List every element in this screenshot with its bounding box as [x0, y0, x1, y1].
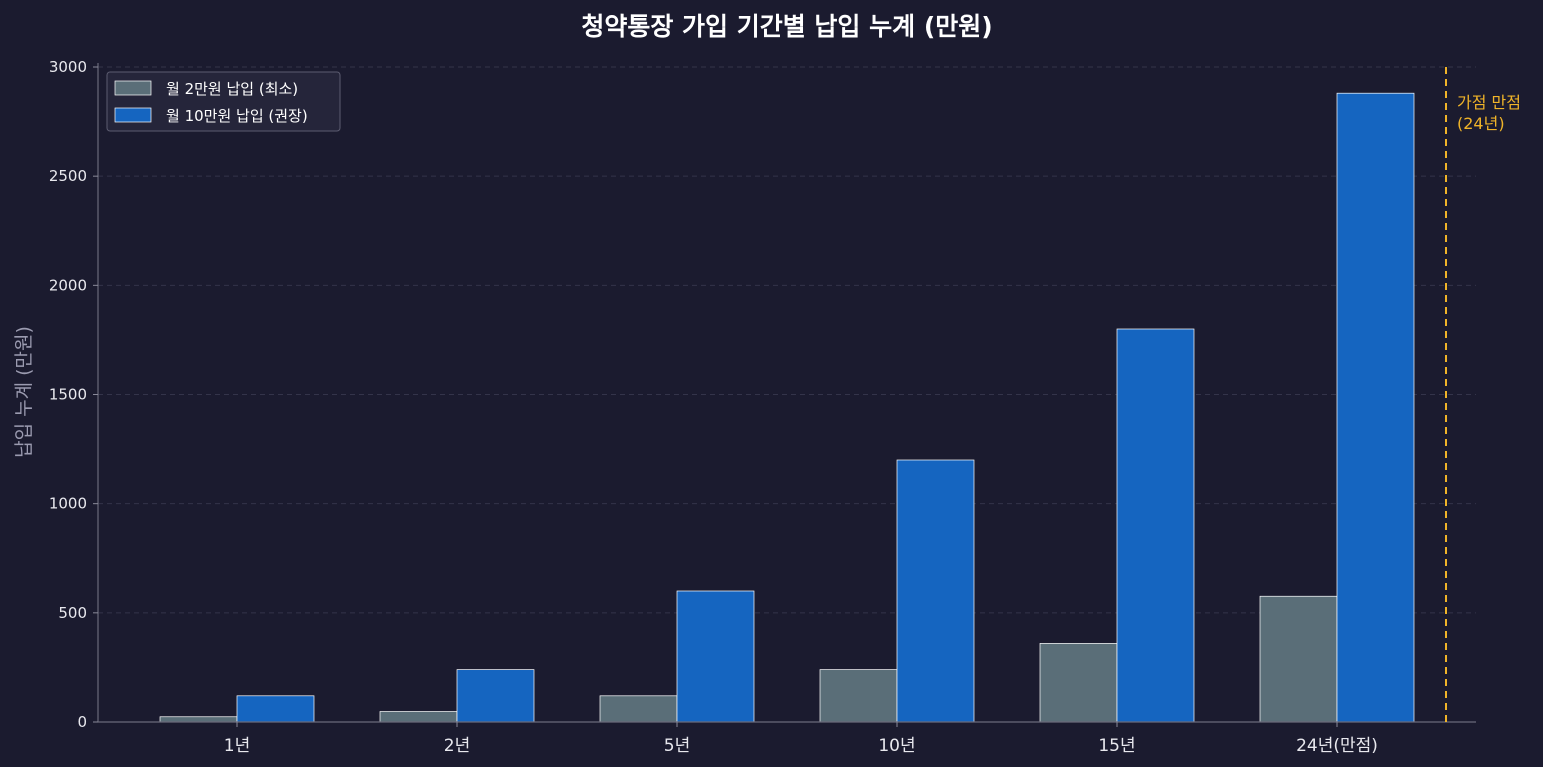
- bars: [159, 92, 1415, 723]
- legend-swatch-recommended: [114, 107, 152, 123]
- bar-minimum: [1039, 643, 1118, 723]
- bar-minimum: [1259, 595, 1338, 723]
- legend-swatch-minimum: [114, 80, 152, 96]
- x-tick-label: 10년: [878, 736, 915, 756]
- legend-label-recommended: 월 10만원 납입 (권장): [166, 107, 308, 125]
- x-tick-label: 2년: [444, 736, 470, 756]
- y-tick-label: 0: [77, 713, 87, 731]
- legend-box: [106, 71, 341, 132]
- legend-label-minimum: 월 2만원 납입 (최소): [166, 80, 298, 98]
- y-tick-label: 2000: [49, 276, 87, 294]
- bar-recommended: [456, 669, 535, 723]
- y-tick-label: 1000: [49, 495, 87, 513]
- bar-recommended: [1336, 92, 1415, 723]
- bar-minimum: [819, 669, 898, 723]
- x-tick-label: 1년: [224, 736, 250, 756]
- grid-lines: [98, 66, 1476, 614]
- max-score-label-line1: 가점 만점: [1457, 93, 1521, 112]
- bar-recommended: [236, 695, 315, 723]
- y-tick-label: 1500: [49, 386, 87, 404]
- max-score-annotation: 가점 만점 (24년): [1445, 67, 1521, 722]
- y-axis-label: 납입 누계 (만원): [13, 326, 35, 458]
- axes: [97, 63, 1476, 723]
- x-tick-label: 5년: [664, 736, 690, 756]
- x-axis-ticks: 1년 2년 5년 10년 15년 24년(만점): [224, 722, 1378, 756]
- x-tick-label: 15년: [1098, 736, 1135, 756]
- y-tick-label: 3000: [49, 58, 87, 76]
- y-axis-ticks: 0 500 1000 1500 2000 2500 3000: [49, 58, 98, 731]
- x-tick-label: 24년(만점): [1296, 736, 1378, 756]
- bar-minimum: [599, 695, 678, 723]
- bar-minimum: [379, 711, 458, 723]
- bar-recommended: [676, 590, 755, 723]
- y-tick-label: 2500: [49, 167, 87, 185]
- legend: 월 2만원 납입 (최소) 월 10만원 납입 (권장): [106, 71, 341, 132]
- bar-recommended: [1116, 328, 1195, 723]
- chart-title: 청약통장 가입 기간별 납입 누계 (만원): [581, 12, 992, 41]
- y-tick-label: 500: [58, 604, 87, 622]
- max-score-label-line2: (24년): [1457, 114, 1505, 133]
- bar-recommended: [896, 459, 975, 723]
- bar-minimum: [159, 716, 238, 723]
